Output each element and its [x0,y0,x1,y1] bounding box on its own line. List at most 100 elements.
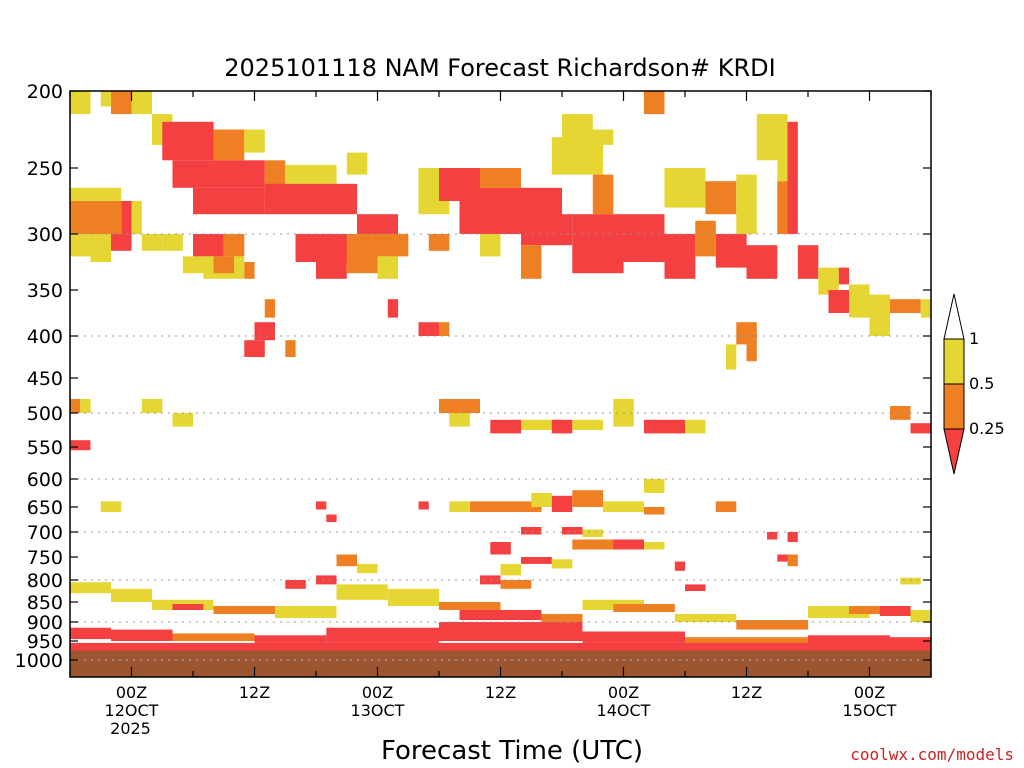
heatmap-cell [480,234,501,257]
y-tick-label: 350 [27,280,63,302]
x-tick-label: 12Z [239,683,270,702]
heatmap-cell [695,220,716,257]
heatmap-cell [890,637,931,645]
heatmap-cell [439,399,480,413]
heatmap-cell [244,340,265,357]
heatmap-cell [254,322,275,341]
heatmap-cell [551,419,573,434]
heatmap-cell [70,91,91,115]
legend-label: 0.25 [969,419,1005,438]
x-axis-label: Forecast Time (UTC) [381,736,643,766]
legend-swatch [943,383,965,430]
heatmap-cell [326,627,440,643]
x-tick-label: 15OCT [843,701,897,720]
heatmap-cell [685,584,706,591]
heatmap-cell [213,129,245,161]
legend-swatch-bottom [943,428,965,475]
heatmap-cell [613,604,675,612]
heatmap-cell [387,588,440,606]
x-tick-label: 00Z [116,683,147,702]
heatmap-cell [449,501,470,512]
heatmap-cell [746,245,778,279]
x-tick-label: 00Z [608,683,639,702]
heatmap-cell [326,514,337,522]
heatmap-cell [551,495,573,512]
heatmap-cell [890,406,911,420]
x-tick-label: 14OCT [597,701,651,720]
y-tick-label: 500 [27,403,63,425]
heatmap-cell [644,91,665,115]
y-tick-label: 700 [27,522,63,544]
heatmap-cell [90,201,122,234]
heatmap-cell [551,559,573,569]
heatmap-cell [521,214,573,246]
heatmap-cell [172,633,255,641]
heatmap-cell [685,419,706,434]
heatmap-cell [295,234,357,262]
heatmap-cell [244,262,255,279]
heatmap-cell [70,582,111,594]
heatmap-cell [336,584,388,600]
legend-swatch [943,338,965,385]
heatmap-cell [869,317,890,336]
heatmap-cell [521,419,562,430]
y-tick-label: 600 [27,469,63,491]
heatmap-cell [213,606,275,614]
heatmap-cell [377,234,409,257]
heatmap-cell [70,187,122,201]
heatmap-cell [572,490,604,507]
heatmap-cell [131,91,152,115]
heatmap-cell [562,527,583,535]
heatmap-cell [193,187,265,215]
heatmap-cell [336,554,357,567]
y-tick-label: 650 [27,497,63,519]
heatmap-cell [808,635,890,645]
heatmap-cell [849,284,870,318]
heatmap-cell [428,234,450,251]
heatmap-cell [664,168,706,208]
heatmap-cell [674,614,737,622]
heatmap-cell [100,91,112,107]
heatmap-cell [541,614,583,622]
y-tick-label: 400 [27,326,63,348]
heatmap-cell [346,234,378,274]
heatmap-cell [223,234,245,257]
heatmap-cell [562,129,614,145]
heatmap-cell [213,256,234,274]
heatmap-cell [828,290,849,313]
heatmap-cell [664,234,696,279]
heatmap-cell [644,542,665,550]
y-tick-label: 850 [27,592,63,614]
heatmap-cell [603,539,644,550]
heatmap-cell [100,501,122,512]
heatmap-cell [316,262,347,279]
heatmap-cell [572,539,614,550]
heatmap-cell [469,501,542,512]
heatmap-cell [869,294,890,318]
heatmap-cell [70,440,91,451]
heatmap-cell [910,610,931,622]
y-tick-label: 300 [27,224,63,246]
heatmap-cell [70,399,81,413]
heatmap-cell [480,168,521,188]
gridlines [70,233,931,661]
heatmap-cells [70,91,931,651]
heatmap-cell [264,183,358,215]
legend: 1 0.5 0.25 [943,293,1005,475]
heatmap-cell [377,256,398,279]
heatmap-cell [685,637,808,645]
heatmap-cell [172,413,193,427]
heatmap-cell [111,629,173,641]
heatmap-cell [572,214,624,274]
heatmap-cell [490,542,511,555]
heatmap-cell [131,201,142,234]
heatmap-cell [275,606,337,618]
heatmap-cell [644,507,665,515]
y-tick-label: 550 [27,437,63,459]
chart-title: 2025101118 NAM Forecast Richardson# KRDI [224,54,775,82]
heatmap-cell [777,181,788,234]
heatmap-cell [121,201,132,234]
heatmap-cell [316,501,327,510]
heatmap-cell [162,121,214,161]
x-tick-label: 2025 [110,719,151,738]
